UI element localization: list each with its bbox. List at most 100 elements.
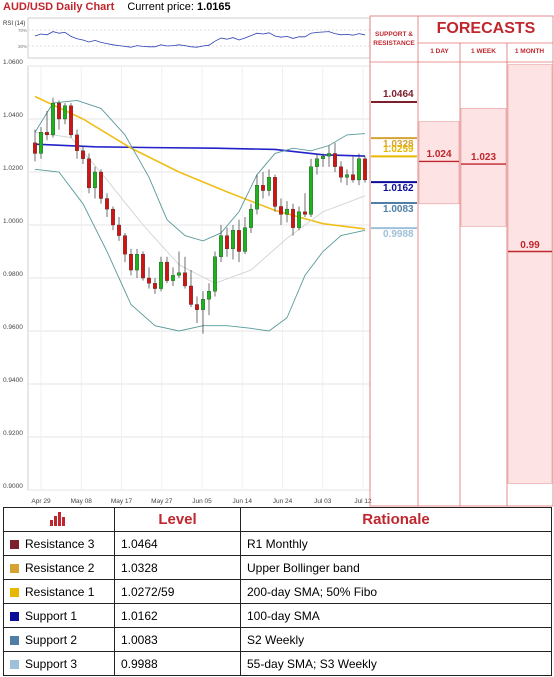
row-name-cell: Support 2 (3, 627, 115, 652)
candle-body (285, 208, 289, 215)
candle-body (315, 158, 319, 167)
table-header-level: Level (114, 507, 241, 532)
candle-body (345, 174, 349, 178)
candle-body (141, 253, 145, 279)
indicator-upper-bollinger-band (34, 99, 366, 242)
x-tick-label: Jun 05 (192, 498, 212, 505)
candle-body (303, 211, 307, 215)
row-name: Resistance 3 (25, 536, 95, 551)
row-name: Resistance 2 (25, 560, 95, 575)
sr-level-value: 0.9988 (383, 229, 414, 241)
candle-body (129, 253, 133, 271)
x-tick-label: Jun 14 (232, 498, 252, 505)
level-swatch (10, 539, 19, 549)
candle-body (45, 132, 49, 136)
level-swatch (10, 587, 19, 597)
candle-body (99, 171, 103, 199)
rsi-label: RSI (14) (3, 21, 25, 27)
rsi-frame (27, 17, 371, 59)
forecast-value: 1.023 (470, 152, 497, 164)
table-row: Resistance 3 1.0464 R1 Monthly (3, 531, 552, 556)
table-header-rationale: Rationale (240, 507, 552, 532)
support-resistance-header: SUPPORT & RESISTANCE (373, 31, 415, 47)
candle-body (159, 261, 163, 289)
forecasts-title: FORECASTS (436, 20, 536, 37)
candle-body (123, 235, 127, 255)
y-tick-label: 1.0200 (3, 165, 23, 172)
candle-body (189, 285, 193, 305)
candle-body (249, 208, 253, 228)
table-row: Support 2 1.0083 S2 Weekly (3, 627, 552, 652)
row-name: Support 1 (25, 608, 78, 623)
sr-level-value: 1.0259 (383, 144, 414, 156)
table-row: Support 3 0.9988 55-day SMA; S3 Weekly (3, 651, 552, 676)
row-rationale: 200-day SMA; 50% Fibo (240, 579, 552, 604)
indicator-lower-bollinger-band (34, 168, 366, 332)
x-tick-label: May 17 (111, 498, 133, 505)
candle-body (363, 158, 367, 181)
candle-body (219, 235, 223, 257)
candle-body (135, 253, 139, 271)
candle-body (327, 153, 331, 157)
candle-body (177, 272, 181, 276)
candle-body (33, 142, 37, 154)
candle-body (351, 174, 355, 181)
row-name-cell: Support 3 (3, 651, 115, 676)
sr-level-value: 1.0162 (383, 183, 414, 195)
candle-body (291, 208, 295, 228)
sr-level-value: 1.0464 (383, 89, 414, 101)
candle-body (339, 166, 343, 178)
candle-body (75, 134, 79, 151)
candle-body (57, 102, 61, 120)
row-level: 1.0464 (114, 531, 241, 556)
level-swatch (10, 659, 19, 669)
y-tick-label: 0.9800 (3, 271, 23, 278)
row-level: 1.0162 (114, 603, 241, 628)
candle-body (39, 132, 43, 154)
candle-body (279, 206, 283, 215)
row-level: 1.0083 (114, 627, 241, 652)
candle-body (51, 102, 55, 136)
row-name: Support 2 (25, 632, 78, 647)
candle-body (321, 155, 325, 159)
chart-title: AUD/USD Daily Chart (3, 1, 115, 13)
row-level: 0.9988 (114, 651, 241, 676)
row-level: 1.0328 (114, 555, 241, 580)
x-tick-label: Jun 24 (273, 498, 293, 505)
candle-body (309, 166, 313, 215)
row-rationale: Upper Bollinger band (240, 555, 552, 580)
candle-body (243, 227, 247, 252)
candle-body (87, 158, 91, 189)
table-row: Support 1 1.0162 100-day SMA (3, 603, 552, 628)
current-price-label: Current price: (127, 1, 194, 13)
candle-body (261, 185, 265, 191)
current-price-value: 1.0165 (197, 1, 231, 13)
candle-body (357, 158, 361, 181)
level-swatch (10, 563, 19, 573)
table-header-row: Level Rationale (3, 507, 552, 532)
x-tick-label: Jul 12 (354, 498, 372, 505)
chart-header: AUD/USD Daily Chart Current price: 1.016… (0, 0, 370, 16)
forecast-range (418, 121, 460, 205)
y-tick-label: 1.0600 (3, 59, 23, 66)
row-name-cell: Resistance 3 (3, 531, 115, 556)
candle-body (111, 208, 115, 226)
y-tick-label: 1.0400 (3, 112, 23, 119)
forecast-value: 1.024 (426, 149, 452, 161)
forecast-col-1day: 1 DAY (430, 48, 449, 55)
y-tick-label: 0.9600 (3, 324, 23, 331)
candle-body (297, 211, 301, 228)
candle-body (255, 185, 259, 210)
row-rationale: 100-day SMA (240, 603, 552, 628)
forecast-col-1week: 1 WEEK (471, 48, 496, 55)
row-rationale: S2 Weekly (240, 627, 552, 652)
right-panel-frame (369, 15, 554, 507)
rsi-line (34, 31, 366, 48)
candle-body (117, 224, 121, 236)
candle-body (201, 299, 205, 310)
bar-chart-icon (50, 511, 65, 526)
y-tick-label: 1.0000 (3, 218, 23, 225)
candle-body (165, 261, 169, 281)
y-tick-label: 0.9000 (3, 483, 23, 490)
candle-body (69, 105, 73, 136)
